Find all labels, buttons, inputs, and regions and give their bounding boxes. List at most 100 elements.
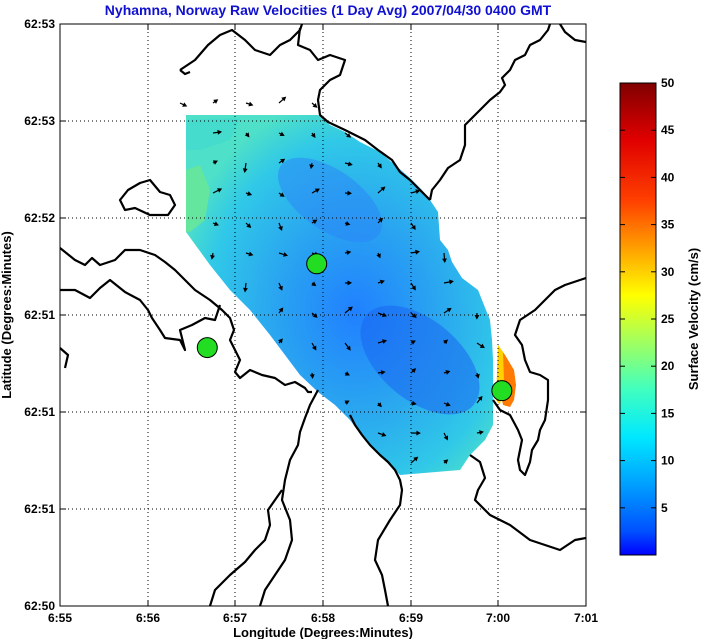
colorbar-tick-label: 5	[661, 501, 668, 515]
velocity-arrow-head	[443, 459, 449, 465]
velocity-arrow-head	[379, 279, 385, 285]
velocity-arrow-head	[443, 339, 449, 345]
velocity-arrow-head	[312, 313, 318, 318]
radar-site-marker	[306, 253, 328, 275]
velocity-arrow-head	[378, 217, 384, 223]
velocity-arrow-head	[279, 131, 285, 137]
velocity-arrow-head	[309, 374, 315, 379]
x-tick-label: 6:57	[223, 611, 247, 625]
plot-area: 6:55 6:56 6:57 6:58 6:59 7:00 7:01 62:50…	[0, 17, 598, 639]
x-tick-label: 7:00	[486, 611, 510, 625]
velocity-arrow-head	[411, 224, 416, 231]
coastline-southwest-inlet	[208, 489, 283, 606]
velocity-arrow-head	[382, 339, 388, 344]
velocity-arrow-head	[278, 338, 283, 344]
velocity-arrow-head	[347, 190, 352, 196]
x-tick-label: 7:01	[574, 611, 598, 625]
velocity-arrow-head	[344, 400, 350, 405]
velocity-vectors	[179, 96, 485, 465]
coastline-west-edge	[60, 347, 70, 369]
velocity-arrow-head	[413, 456, 419, 462]
velocity-arrow-head	[243, 287, 248, 293]
coastline-north	[179, 24, 431, 201]
velocity-arrow-head	[312, 103, 318, 108]
velocity-arrow-head	[475, 373, 480, 379]
velocity-arrow-head	[446, 307, 452, 313]
coastline-south	[349, 414, 404, 606]
velocity-arrow-head	[344, 371, 350, 376]
velocity-arrow-head	[182, 102, 188, 107]
velocity-arrow-head	[246, 223, 252, 229]
colorbar-ticks: 5 10 15 20 25 30 35 40 45 50	[620, 76, 675, 515]
colorbar-gradient	[619, 82, 657, 556]
coastline-west-bay	[60, 278, 222, 352]
velocity-arrow-head	[346, 132, 352, 138]
colorbar-tick-label: 25	[661, 312, 675, 326]
velocity-arrow-head	[278, 285, 283, 291]
velocity-arrow-head	[278, 225, 283, 231]
velocity-arrow-head	[248, 251, 254, 257]
colorbar-tick-label: 10	[661, 454, 675, 468]
colorbar-tick-label: 20	[661, 359, 675, 373]
x-tick-label: 6:59	[399, 611, 423, 625]
x-tick-label: 6:58	[311, 611, 335, 625]
velocity-arrow-head	[416, 430, 421, 436]
velocity-arrow-head	[346, 250, 352, 256]
velocity-arrow-head	[410, 340, 416, 345]
y-tick-label: 62:52	[24, 211, 55, 225]
velocity-arrow-head	[347, 280, 353, 286]
coastline-east	[428, 24, 552, 201]
velocity-patch-west	[186, 165, 210, 232]
velocity-arrow-head	[310, 132, 316, 138]
x-tick-label: 6:56	[136, 611, 160, 625]
coastline-west-island	[60, 247, 312, 394]
radar-site-marker	[491, 380, 513, 402]
velocity-arrow-head	[411, 313, 417, 319]
velocity-core-south	[360, 305, 480, 415]
velocity-arrow-head	[377, 402, 382, 408]
velocity-arrow-head	[445, 401, 451, 407]
velocity-arrow-head	[311, 281, 317, 287]
velocity-arrow-head	[242, 168, 248, 173]
colorbar-tick-label: 45	[661, 123, 675, 137]
velocity-arrow-head	[381, 432, 387, 437]
velocity-patch-north	[186, 118, 240, 150]
y-tick-label: 62:51	[24, 405, 55, 419]
y-tick-labels: 62:50 62:51 62:51 62:51 62:52 62:53 62:5…	[24, 17, 55, 613]
radar-sites	[196, 253, 513, 402]
velocity-arrow-head	[279, 192, 285, 197]
velocity-arrow-head	[415, 189, 421, 194]
velocity-arrow-head	[415, 249, 420, 255]
velocity-arrow-head	[376, 253, 381, 259]
velocity-arrow-head	[380, 370, 386, 375]
coastline-northwest	[179, 69, 191, 76]
velocity-arrow-head	[210, 254, 215, 260]
axis-ticks	[60, 24, 586, 606]
velocity-arrow-head	[448, 279, 454, 285]
velocity-arrow-head	[347, 161, 353, 167]
velocity-arrow-head	[345, 221, 351, 226]
velocity-arrow-head	[281, 96, 287, 102]
coastline-east-shore	[492, 276, 586, 477]
chart-title: Nyhamna, Norway Raw Velocities (1 Day Av…	[105, 2, 552, 18]
velocity-arrow-head	[217, 129, 223, 135]
colorbar-tick-label: 40	[661, 170, 675, 184]
velocity-arrow-head	[474, 315, 480, 320]
velocity-arrow-head	[377, 163, 382, 169]
velocity-arrow-head	[479, 430, 484, 435]
y-axis-label: Latitude (Degrees:Minutes)	[0, 231, 14, 399]
x-axis-label: Longitude (Degrees:Minutes)	[233, 625, 413, 639]
velocity-arrow-head	[314, 188, 320, 193]
velocity-arrow-head	[312, 219, 318, 225]
velocity-arrow-head	[213, 99, 219, 104]
velocity-arrow-head	[346, 345, 351, 351]
velocity-arrow-head	[411, 400, 417, 406]
velocity-arrow-head	[212, 160, 218, 165]
velocity-arrow-head	[477, 395, 483, 401]
velocity-arrow-head	[278, 307, 284, 313]
velocity-arrow-head	[443, 435, 449, 441]
velocity-core-north	[277, 157, 383, 243]
velocity-arrow-head	[247, 191, 253, 196]
coastlines	[60, 24, 586, 606]
